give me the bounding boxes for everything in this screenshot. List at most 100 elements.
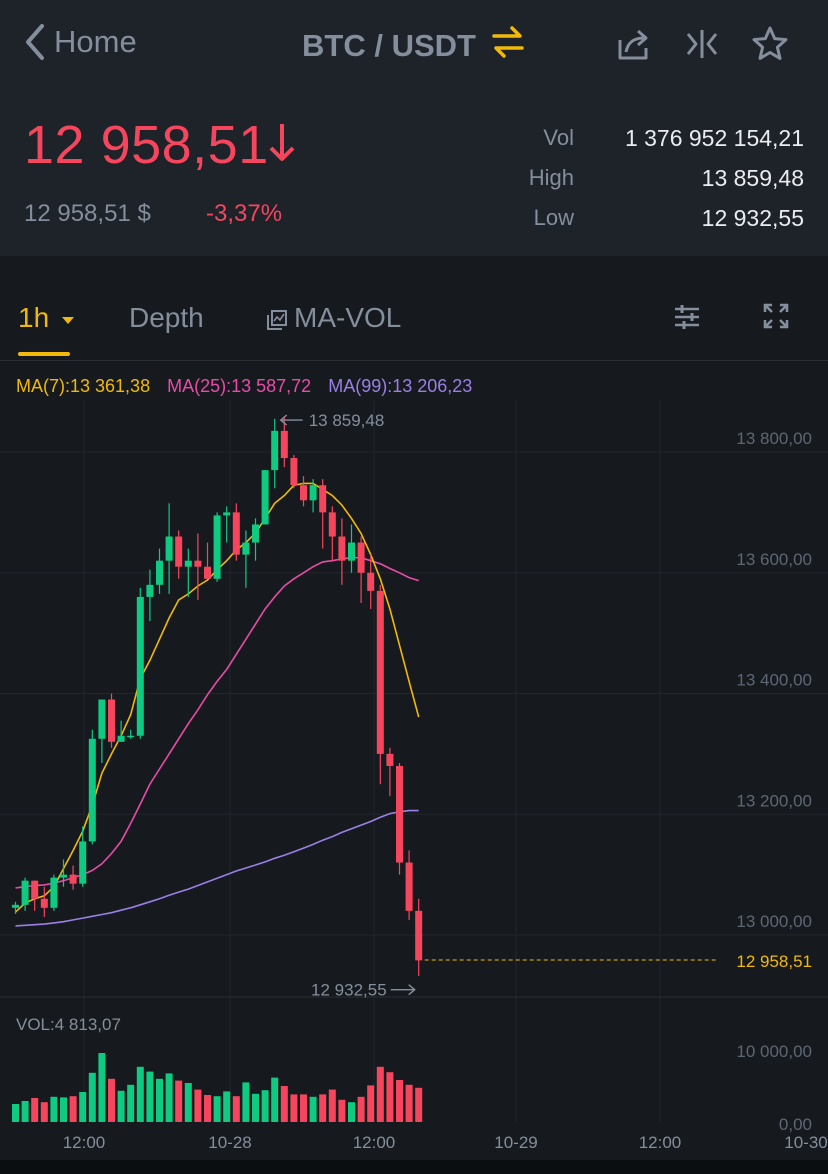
volume-bar: [127, 1084, 135, 1122]
stat-row-high: High 13 859,48: [504, 158, 804, 198]
star-icon: [752, 26, 788, 60]
candle-body: [415, 910, 423, 961]
fullscreen-button[interactable]: [762, 302, 790, 335]
pair-selector[interactable]: BTC / USDT: [302, 24, 526, 68]
candle-body: [309, 485, 317, 501]
volume-bar: [175, 1080, 183, 1122]
expand-icon: [763, 303, 789, 329]
stat-value: 13 859,48: [701, 164, 804, 191]
candle-body: [79, 841, 87, 884]
candle-body: [376, 590, 384, 754]
candle-body: [338, 536, 346, 561]
candle-body: [50, 877, 58, 908]
volume-tick-label: 10 000,00: [736, 1042, 812, 1061]
volume-bar: [79, 1092, 87, 1122]
share-button[interactable]: [614, 24, 654, 64]
price-tick-label: 13 200,00: [736, 791, 812, 810]
volume-bar: [376, 1066, 384, 1122]
candle-body: [60, 874, 67, 878]
stat-label: Vol: [543, 125, 574, 150]
tab-interval[interactable]: 1h: [18, 302, 75, 334]
candle-body: [21, 880, 29, 905]
ma99-label: MA(99):13 206,23: [328, 376, 473, 396]
candle-body: [127, 735, 135, 738]
time-axis-label: 10-28: [208, 1133, 251, 1152]
ticker-panel: 12 958,51 12 958,51 $ -3,37% Vol 1 376 9…: [0, 88, 828, 256]
candle-body: [271, 430, 279, 471]
last-price-label: 12 958,51: [736, 952, 812, 971]
candle-body: [261, 470, 269, 525]
volume-bar: [261, 1090, 269, 1122]
chart-settings-button[interactable]: [672, 302, 702, 337]
volume-bar: [117, 1090, 125, 1122]
volume-bar: [223, 1091, 231, 1122]
high-marker-label: 13 859,48: [309, 411, 385, 430]
volume-bar: [242, 1082, 250, 1122]
time-axis-label: 12:00: [63, 1133, 106, 1152]
volume-bar: [319, 1094, 327, 1122]
time-axis-label: 10-30: [784, 1133, 827, 1152]
candle-body: [117, 735, 125, 742]
stat-row-vol: Vol 1 376 952 154,21: [504, 118, 804, 158]
volume-bar: [357, 1096, 365, 1122]
caret-down-icon: [61, 316, 74, 324]
volume-bar: [386, 1072, 394, 1122]
top-bar: Home BTC / USDT: [0, 0, 828, 88]
share-icon: [618, 29, 648, 60]
candle-body: [69, 874, 77, 884]
volume-bar: [165, 1073, 173, 1122]
price-tick-label: 13 000,00: [736, 912, 812, 931]
volume-bar: [232, 1096, 240, 1122]
stat-label: High: [528, 165, 574, 190]
compare-icon: [686, 30, 718, 58]
volume-tick-label: 0,00: [779, 1115, 812, 1134]
candle-body: [290, 458, 298, 486]
volume-bar: [88, 1072, 96, 1122]
candle-body: [165, 536, 173, 561]
volume-bar: [184, 1083, 192, 1122]
price-tick-label: 13 400,00: [736, 671, 812, 690]
candle-body: [194, 560, 202, 567]
sliders-icon: [675, 305, 699, 329]
stat-row-low: Low 12 932,55: [504, 198, 804, 238]
candle-body: [204, 566, 211, 579]
favorite-button[interactable]: [750, 24, 790, 64]
chevron-left-icon: [26, 24, 44, 60]
time-axis-label: 12:00: [639, 1133, 682, 1152]
volume-bar: [405, 1084, 413, 1122]
price-change: -3,37%: [206, 200, 283, 227]
candle-body: [405, 862, 413, 911]
volume-bar: [213, 1096, 221, 1122]
candle-body: [280, 430, 288, 459]
candle-body: [175, 536, 183, 567]
volume-bar: [136, 1066, 144, 1122]
volume-bar: [280, 1086, 288, 1122]
candle-body: [108, 699, 115, 742]
volume-bar: [69, 1096, 77, 1122]
volume-bar: [21, 1101, 29, 1122]
volume-bar: [50, 1096, 58, 1122]
candle-body: [328, 512, 336, 537]
volume-bar: [156, 1078, 163, 1122]
chart-tabs: 1h Depth MA-VOL: [0, 272, 828, 361]
volume-bar: [252, 1093, 259, 1122]
tab-depth[interactable]: Depth: [129, 302, 204, 333]
volume-bar: [271, 1077, 279, 1122]
volume-bar: [328, 1089, 336, 1122]
tab-indicator[interactable]: MA-VOL: [266, 302, 401, 334]
volume-bar: [309, 1096, 317, 1122]
volume-bar: [415, 1087, 423, 1122]
compare-button[interactable]: [682, 24, 722, 64]
price-chart[interactable]: 13 800,00 13 600,00 13 400,00 13 200,00 13 0…: [0, 360, 828, 1160]
candle-body: [98, 699, 106, 739]
time-axis-label: 10-29: [494, 1133, 537, 1152]
back-button[interactable]: Home: [24, 22, 137, 62]
back-label: Home: [54, 24, 137, 59]
indicator-icon: [267, 309, 287, 330]
low-marker-arrowhead: [408, 984, 416, 996]
volume-bar: [348, 1102, 355, 1122]
price-tick-label: 13 800,00: [736, 429, 812, 448]
ma25-label: MA(25):13 587,72: [167, 376, 312, 396]
candle-body: [319, 485, 327, 513]
volume-bar: [146, 1071, 154, 1122]
